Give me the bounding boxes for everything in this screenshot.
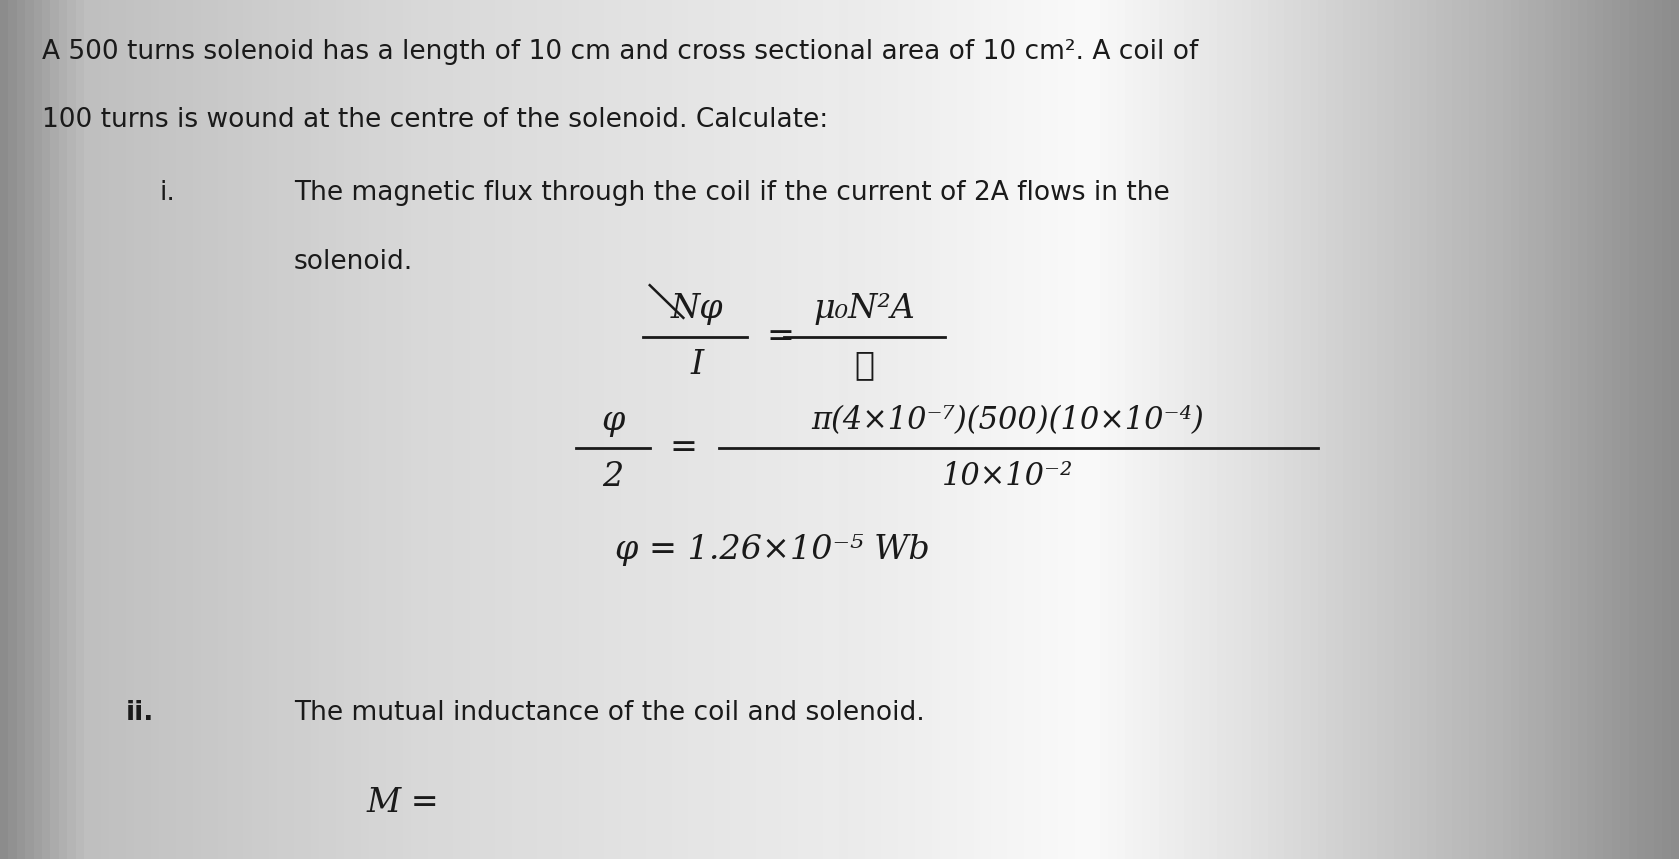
Text: π(4×10⁻⁷)(500)(10×10⁻⁴): π(4×10⁻⁷)(500)(10×10⁻⁴) <box>811 405 1204 436</box>
Text: A 500 turns solenoid has a length of 10 cm and cross sectional area of 10 cm². A: A 500 turns solenoid has a length of 10 … <box>42 39 1199 64</box>
Text: i.: i. <box>160 180 175 206</box>
Text: The magnetic flux through the coil if the current of 2A flows in the: The magnetic flux through the coil if th… <box>294 180 1170 206</box>
Text: 10×10⁻²: 10×10⁻² <box>942 461 1073 492</box>
Text: φ: φ <box>601 405 625 437</box>
Text: M =: M = <box>366 787 440 819</box>
Text: The mutual inductance of the coil and solenoid.: The mutual inductance of the coil and so… <box>294 700 925 726</box>
Text: I: I <box>690 349 704 381</box>
Text: μ₀N²A: μ₀N²A <box>814 293 915 326</box>
Text: =: = <box>767 320 794 353</box>
Text: ii.: ii. <box>126 700 154 726</box>
Text: =: = <box>670 432 697 465</box>
Text: ℓ: ℓ <box>855 349 875 381</box>
Text: solenoid.: solenoid. <box>294 249 413 275</box>
Text: 2: 2 <box>603 460 623 493</box>
Text: φ = 1.26×10⁻⁵ Wb: φ = 1.26×10⁻⁵ Wb <box>615 533 930 566</box>
Text: 100 turns is wound at the centre of the solenoid. Calculate:: 100 turns is wound at the centre of the … <box>42 107 828 133</box>
Text: Nφ: Nφ <box>670 293 724 326</box>
